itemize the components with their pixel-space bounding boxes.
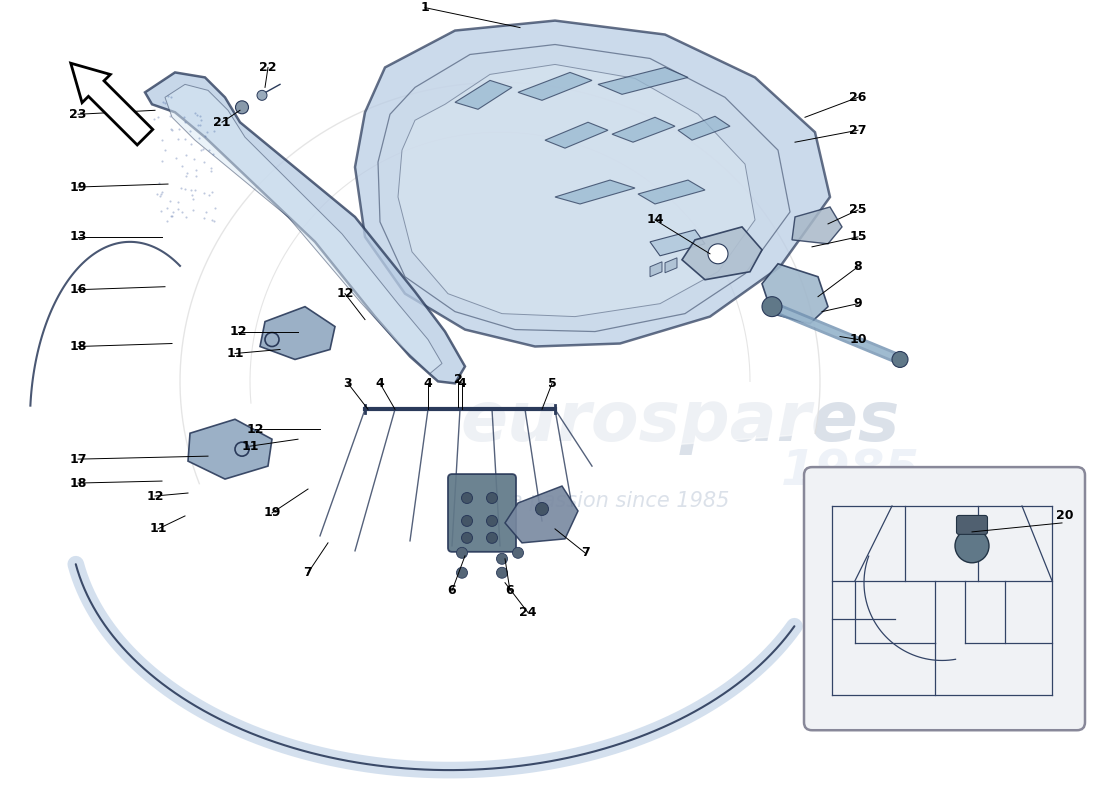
Text: 23: 23 <box>69 108 87 121</box>
Polygon shape <box>398 65 755 317</box>
Circle shape <box>536 502 549 515</box>
Text: 17: 17 <box>69 453 87 466</box>
Polygon shape <box>518 73 592 100</box>
Text: 25: 25 <box>849 203 867 217</box>
Text: 5: 5 <box>548 377 557 390</box>
Text: 3: 3 <box>343 377 352 390</box>
FancyBboxPatch shape <box>448 474 516 552</box>
Circle shape <box>708 244 728 264</box>
Text: a passion since 1985: a passion since 1985 <box>510 491 729 511</box>
Circle shape <box>955 529 989 562</box>
Text: 2: 2 <box>453 373 462 386</box>
Text: 27: 27 <box>849 124 867 137</box>
Polygon shape <box>678 116 730 140</box>
Circle shape <box>456 567 468 578</box>
Polygon shape <box>612 118 675 142</box>
Polygon shape <box>455 80 512 110</box>
Text: 4: 4 <box>375 377 384 390</box>
Polygon shape <box>544 122 608 148</box>
Circle shape <box>892 351 907 367</box>
Polygon shape <box>378 45 790 331</box>
Polygon shape <box>355 21 830 346</box>
Text: 12: 12 <box>146 490 164 502</box>
Text: 7: 7 <box>581 546 590 559</box>
Polygon shape <box>762 264 828 323</box>
Text: 9: 9 <box>854 297 862 310</box>
Circle shape <box>496 567 507 578</box>
Text: 13: 13 <box>69 230 87 243</box>
Text: 11: 11 <box>241 440 258 453</box>
Circle shape <box>486 532 497 543</box>
Circle shape <box>462 532 473 543</box>
Text: 15: 15 <box>849 230 867 243</box>
Text: 12: 12 <box>337 287 354 300</box>
Text: 6: 6 <box>448 584 456 597</box>
Text: 4: 4 <box>424 377 432 390</box>
Polygon shape <box>188 419 272 479</box>
Polygon shape <box>598 67 688 94</box>
Text: 1: 1 <box>420 1 429 14</box>
Text: 18: 18 <box>69 477 87 490</box>
Text: 19: 19 <box>263 506 280 519</box>
Text: eurospares: eurospares <box>460 388 900 454</box>
Circle shape <box>762 297 782 317</box>
Text: 18: 18 <box>69 340 87 353</box>
Text: 20: 20 <box>1056 510 1074 522</box>
Circle shape <box>257 90 267 100</box>
Polygon shape <box>70 63 153 145</box>
Text: 19: 19 <box>69 181 87 194</box>
Polygon shape <box>505 486 578 543</box>
Circle shape <box>513 547 524 558</box>
Polygon shape <box>792 207 842 244</box>
Text: 8: 8 <box>854 260 862 274</box>
Polygon shape <box>650 230 705 256</box>
Text: 12: 12 <box>246 422 264 436</box>
Text: 1985: 1985 <box>781 447 920 495</box>
Text: 16: 16 <box>69 283 87 296</box>
Polygon shape <box>556 180 635 204</box>
Polygon shape <box>682 227 762 280</box>
Polygon shape <box>650 262 662 277</box>
Circle shape <box>462 493 473 503</box>
Text: 4: 4 <box>458 377 466 390</box>
Polygon shape <box>145 73 465 383</box>
Text: 24: 24 <box>519 606 537 619</box>
Text: 14: 14 <box>647 214 663 226</box>
Circle shape <box>486 515 497 526</box>
Text: 21: 21 <box>213 116 231 129</box>
Polygon shape <box>165 84 442 374</box>
Text: 11: 11 <box>150 522 167 535</box>
Text: 11: 11 <box>227 347 244 360</box>
Polygon shape <box>260 306 336 359</box>
Text: 10: 10 <box>849 333 867 346</box>
Text: 22: 22 <box>260 61 277 74</box>
Circle shape <box>496 554 507 564</box>
Polygon shape <box>666 258 676 273</box>
Text: 7: 7 <box>304 566 312 579</box>
Circle shape <box>486 493 497 503</box>
Text: 12: 12 <box>229 325 246 338</box>
Polygon shape <box>638 180 705 204</box>
Circle shape <box>462 515 473 526</box>
FancyBboxPatch shape <box>957 515 988 534</box>
Text: 6: 6 <box>506 584 515 597</box>
Circle shape <box>235 101 249 114</box>
Circle shape <box>456 547 468 558</box>
Text: 26: 26 <box>849 91 867 104</box>
Polygon shape <box>180 82 819 484</box>
FancyBboxPatch shape <box>804 467 1085 730</box>
